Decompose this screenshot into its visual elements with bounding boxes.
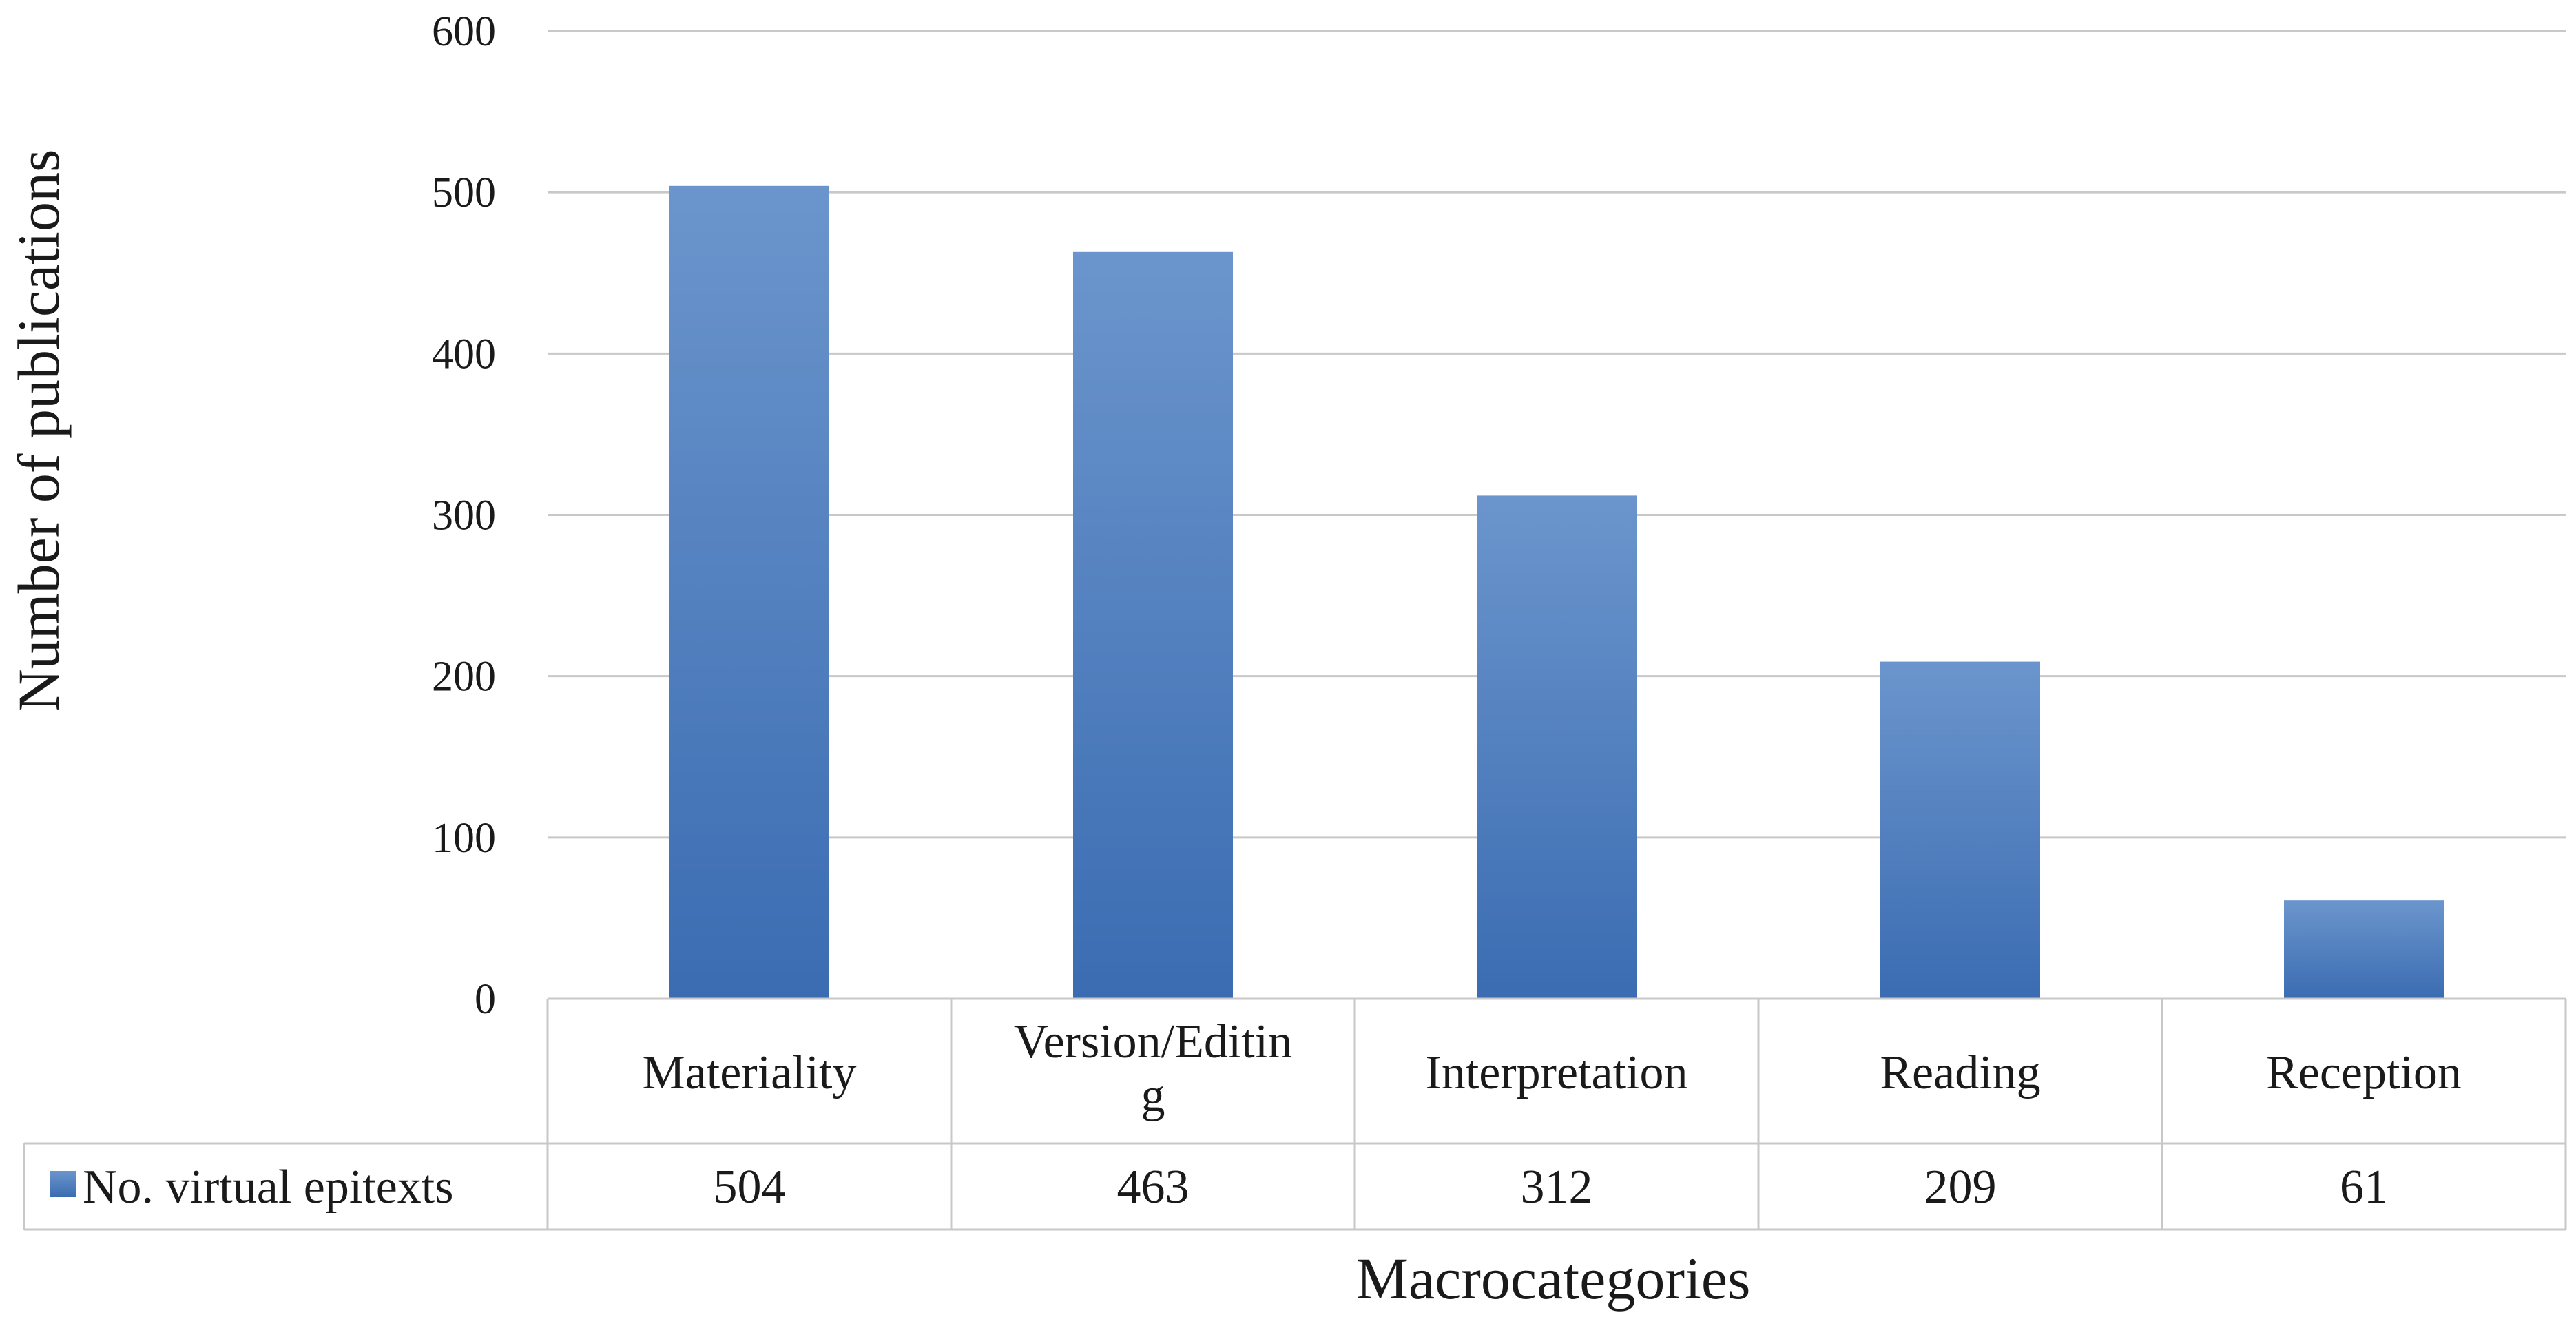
data-table-value: 61 [2340, 1161, 2388, 1214]
bar [1477, 495, 1637, 999]
y-tick-label: 200 [432, 654, 496, 701]
y-tick-label: 100 [432, 815, 496, 862]
x-tick-label: Reception [2266, 1046, 2462, 1099]
data-table-value: 504 [714, 1161, 786, 1214]
bar [669, 185, 829, 999]
data-table-value: 312 [1521, 1161, 1593, 1214]
bar [1073, 251, 1233, 999]
bar [1880, 661, 2040, 999]
x-axis-title: Macrocategories [1355, 1245, 1750, 1312]
x-tick-label: Interpretation [1426, 1046, 1688, 1099]
data-table-value: 463 [1117, 1161, 1190, 1214]
y-axis-ticks: 0 100 200 300 400 500 600 [432, 8, 496, 1023]
x-tick-label: Version/Editin [1014, 1015, 1292, 1068]
y-tick-label: 300 [432, 493, 496, 539]
bar [2284, 900, 2444, 999]
y-axis-title: Number of publications [6, 149, 72, 712]
bars [669, 185, 2444, 999]
legend-swatch [50, 1171, 76, 1197]
y-tick-label: 500 [432, 169, 496, 216]
legend-label: No. virtual epitexts [83, 1161, 454, 1214]
y-tick-label: 0 [475, 976, 496, 1023]
x-tick-label: Reading [1880, 1046, 2040, 1099]
data-table-value: 209 [1924, 1161, 1997, 1214]
x-tick-label: Materiality [642, 1046, 856, 1099]
y-tick-label: 400 [432, 331, 496, 377]
x-tick-label: g [1141, 1069, 1165, 1122]
y-tick-label: 600 [432, 8, 496, 55]
legend: No. virtual epitexts [50, 1161, 454, 1214]
